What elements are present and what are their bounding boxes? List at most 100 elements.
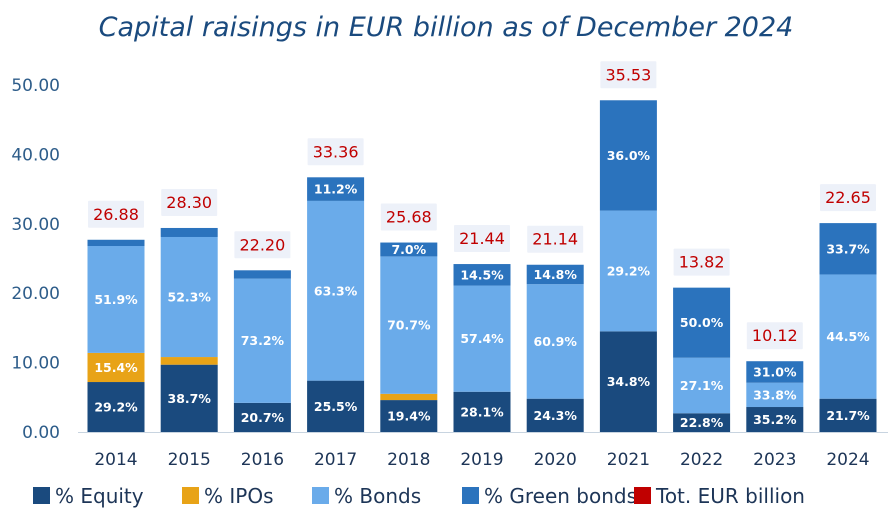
bar-segment-green-bonds [233, 270, 291, 279]
bar-segment-green-bonds [746, 361, 804, 383]
x-tick-label: 2020 [534, 450, 577, 470]
bar-segment-bonds [673, 357, 731, 414]
bar-segment-equity [87, 382, 145, 432]
legend-swatch [312, 487, 329, 504]
legend-swatch [462, 487, 479, 504]
bar-segment-ipos [160, 357, 218, 365]
chart-title: Capital raisings in EUR billion as of De… [99, 12, 794, 43]
segment-data-label: 29.2% [607, 263, 651, 278]
total-label: 26.88 [93, 205, 139, 224]
x-tick-label: 2018 [387, 450, 430, 470]
bar-segment-equity [673, 413, 731, 432]
y-tick-label: 20.00 [11, 284, 60, 304]
legend-label: % Bonds [334, 484, 421, 508]
total-label: 21.44 [459, 229, 505, 248]
bar-segment-green-bonds [87, 239, 145, 247]
bar-segment-bonds [307, 200, 365, 381]
bar-segment-bonds [87, 246, 145, 353]
bar-segment-equity [233, 402, 291, 432]
legend-label: % Equity [55, 484, 144, 508]
y-tick-label: 0.00 [22, 423, 60, 443]
bar-segment-equity [599, 331, 657, 432]
x-tick-label: 2016 [241, 450, 284, 470]
legend-label: % Green bonds [484, 484, 637, 508]
bar-segment-bonds [746, 382, 804, 408]
bar-segment-green-bonds [380, 242, 438, 257]
segment-data-label: 14.5% [460, 267, 504, 282]
total-label: 35.53 [605, 65, 651, 84]
segment-data-label: 50.0% [680, 315, 724, 330]
segment-data-label: 29.2% [94, 400, 138, 415]
bar-segment-green-bonds [599, 100, 657, 211]
bar-segment-bonds [599, 210, 657, 332]
y-tick-label: 30.00 [11, 215, 60, 235]
y-tick-label: 10.00 [11, 354, 60, 374]
x-tick-label: 2021 [607, 450, 650, 470]
total-label-box [161, 188, 218, 216]
total-label: 13.82 [679, 253, 725, 272]
x-tick-label: 2017 [314, 450, 357, 470]
segment-data-label: 33.8% [753, 387, 797, 402]
bars-group: 29.2% 15.4% 51.9% 26.88 38.7% 52.3% 28.30 20.7%… [87, 61, 877, 432]
segment-data-label: 11.2% [314, 182, 358, 197]
segment-data-label: 31.0% [753, 364, 797, 379]
segment-data-label: 21.7% [826, 408, 870, 423]
segment-data-label: 24.3% [534, 408, 578, 423]
segment-data-label: 20.7% [241, 410, 285, 425]
segment-data-label: 36.0% [607, 148, 651, 163]
bar-segment-green-bonds [819, 223, 877, 275]
total-label-box [307, 138, 364, 166]
total-label: 10.12 [752, 326, 798, 345]
bar-segment-bonds [380, 256, 438, 394]
x-tick-label: 2024 [826, 450, 869, 470]
total-label: 25.68 [386, 208, 432, 227]
legend-swatch [33, 487, 50, 504]
segment-data-label: 35.2% [753, 412, 797, 427]
segment-data-label: 15.4% [94, 360, 138, 375]
segment-data-label: 19.4% [387, 409, 431, 424]
total-label-box [746, 322, 803, 350]
bar-segment-equity [819, 398, 877, 432]
segment-data-label: 60.9% [534, 334, 578, 349]
y-tick-label: 40.00 [11, 145, 60, 165]
y-axis: 0.00 10.00 20.00 30.00 40.00 50.00 [11, 76, 60, 443]
segment-data-label: 7.0% [391, 242, 426, 257]
legend-label: % IPOs [204, 484, 273, 508]
bar-segment-equity [160, 364, 218, 432]
segment-data-label: 28.1% [460, 404, 504, 419]
bar-segment-equity [746, 407, 804, 432]
total-label-box [454, 225, 510, 253]
segment-data-label: 44.5% [826, 329, 870, 344]
total-label-box [673, 248, 730, 276]
segment-data-label: 14.8% [534, 267, 578, 282]
bar-segment-bonds [819, 274, 877, 399]
segment-data-label: 52.3% [168, 290, 212, 305]
bar-segment-bonds [233, 278, 291, 403]
bar-segment-green-bonds [526, 264, 584, 285]
bar-segment-ipos [380, 393, 438, 401]
x-axis: 2014 2015 2016 2017 2018 2019 2020 2021 2022 2023… [94, 450, 869, 470]
total-label: 33.36 [313, 142, 359, 161]
segment-data-label: 22.8% [680, 415, 724, 430]
x-tick-label: 2023 [753, 450, 796, 470]
total-label-box [234, 231, 291, 259]
total-label-box [527, 225, 584, 253]
total-label: 22.20 [239, 235, 285, 254]
bar-segment-bonds [160, 236, 218, 358]
total-label-box [380, 203, 437, 231]
segment-data-label: 34.8% [607, 374, 651, 389]
bar-segment-green-bonds [453, 264, 511, 286]
segment-data-label: 63.3% [314, 283, 358, 298]
bar-segment-bonds [526, 284, 584, 399]
segment-data-label: 33.7% [826, 241, 870, 256]
x-tick-label: 2014 [94, 450, 137, 470]
segment-data-label: 27.1% [680, 378, 724, 393]
segment-data-label: 73.2% [241, 333, 285, 348]
legend-label: Tot. EUR billion [655, 484, 805, 508]
total-label-box [88, 200, 144, 228]
segment-data-label: 25.5% [314, 399, 358, 414]
bar-segment-equity [453, 391, 511, 432]
segment-data-label: 57.4% [460, 331, 504, 346]
